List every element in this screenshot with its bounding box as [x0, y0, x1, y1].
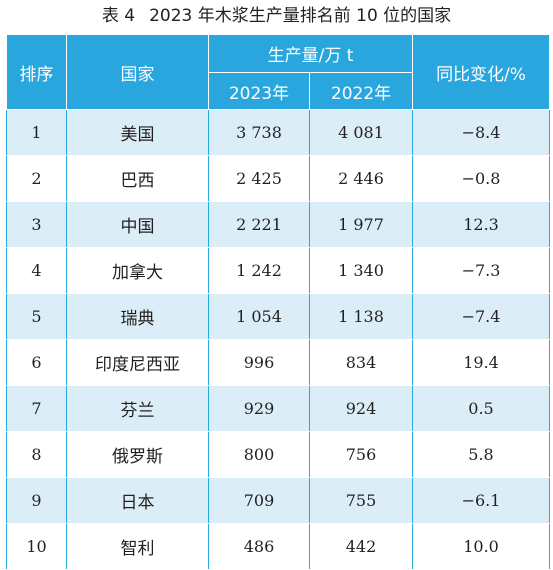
cell-2023: 2 425 [208, 155, 310, 202]
table-row: 4 加拿大 1 242 1 340 −7.3 [6, 247, 551, 294]
cell-country: 俄罗斯 [66, 431, 209, 478]
cell-rank: 3 [6, 201, 67, 248]
cell-rank: 9 [6, 477, 67, 524]
cell-country: 加拿大 [66, 247, 209, 294]
cell-2022: 442 [308, 523, 414, 570]
cell-2023: 709 [208, 477, 310, 524]
cell-change: −6.1 [412, 477, 551, 524]
cell-country: 瑞典 [66, 293, 209, 340]
cell-rank: 8 [6, 431, 67, 478]
table-row: 9 日本 709 755 −6.1 [6, 477, 551, 524]
table-row: 6 印度尼西亚 996 834 19.4 [6, 339, 551, 386]
table-row: 8 俄罗斯 800 756 5.8 [6, 431, 551, 478]
cell-change: 19.4 [412, 339, 551, 386]
header-change: 同比变化/% [412, 34, 551, 110]
cell-2023: 2 221 [208, 201, 310, 248]
cell-country: 日本 [66, 477, 209, 524]
cell-change: −0.8 [412, 155, 551, 202]
cell-change: 5.8 [412, 431, 551, 478]
table-body: 1 美国 3 738 4 081 −8.4 2 巴西 2 425 2 446 −… [6, 109, 551, 570]
cell-change: −7.3 [412, 247, 551, 294]
cell-2023: 800 [208, 431, 310, 478]
cell-change: 10.0 [412, 523, 551, 570]
table-row: 7 芬兰 929 924 0.5 [6, 385, 551, 432]
table-caption: 表 4 2023 年木浆生产量排名前 10 位的国家 [0, 4, 553, 28]
cell-2022: 1 977 [308, 201, 414, 248]
table-row: 3 中国 2 221 1 977 12.3 [6, 201, 551, 248]
cell-2022: 834 [308, 339, 414, 386]
production-table: 排序 国家 生产量/万 t 同比变化/% 2023年 2022年 1 美国 3 … [6, 34, 551, 570]
cell-country: 芬兰 [66, 385, 209, 432]
table-row: 10 智利 486 442 10.0 [6, 523, 551, 570]
cell-change: 12.3 [412, 201, 551, 248]
cell-country: 印度尼西亚 [66, 339, 209, 386]
header-2022: 2022年 [308, 72, 414, 110]
cell-2023: 1 242 [208, 247, 310, 294]
cell-rank: 10 [6, 523, 67, 570]
cell-country: 巴西 [66, 155, 209, 202]
table-row: 2 巴西 2 425 2 446 −0.8 [6, 155, 551, 202]
cell-change: 0.5 [412, 385, 551, 432]
cell-2022: 2 446 [308, 155, 414, 202]
cell-2022: 4 081 [308, 109, 414, 156]
cell-change: −8.4 [412, 109, 551, 156]
cell-change: −7.4 [412, 293, 551, 340]
cell-2022: 1 340 [308, 247, 414, 294]
cell-2022: 924 [308, 385, 414, 432]
header-country: 国家 [66, 34, 209, 110]
cell-country: 智利 [66, 523, 209, 570]
cell-rank: 2 [6, 155, 67, 202]
cell-country: 美国 [66, 109, 209, 156]
cell-rank: 1 [6, 109, 67, 156]
cell-2022: 756 [308, 431, 414, 478]
cell-rank: 5 [6, 293, 67, 340]
cell-rank: 6 [6, 339, 67, 386]
cell-2023: 486 [208, 523, 310, 570]
cell-country: 中国 [66, 201, 209, 248]
header-2023: 2023年 [208, 72, 310, 110]
cell-2023: 1 054 [208, 293, 310, 340]
cell-2023: 3 738 [208, 109, 310, 156]
cell-2023: 996 [208, 339, 310, 386]
header-rank: 排序 [6, 34, 67, 110]
caption-title: 2023 年木浆生产量排名前 10 位的国家 [149, 6, 452, 26]
cell-2022: 755 [308, 477, 414, 524]
caption-label: 表 4 [101, 6, 136, 26]
cell-2023: 929 [208, 385, 310, 432]
table-row: 1 美国 3 738 4 081 −8.4 [6, 109, 551, 156]
header-production: 生产量/万 t [207, 34, 414, 73]
cell-rank: 7 [6, 385, 67, 432]
table-row: 5 瑞典 1 054 1 138 −7.4 [6, 293, 551, 340]
cell-2022: 1 138 [308, 293, 414, 340]
cell-rank: 4 [6, 247, 67, 294]
